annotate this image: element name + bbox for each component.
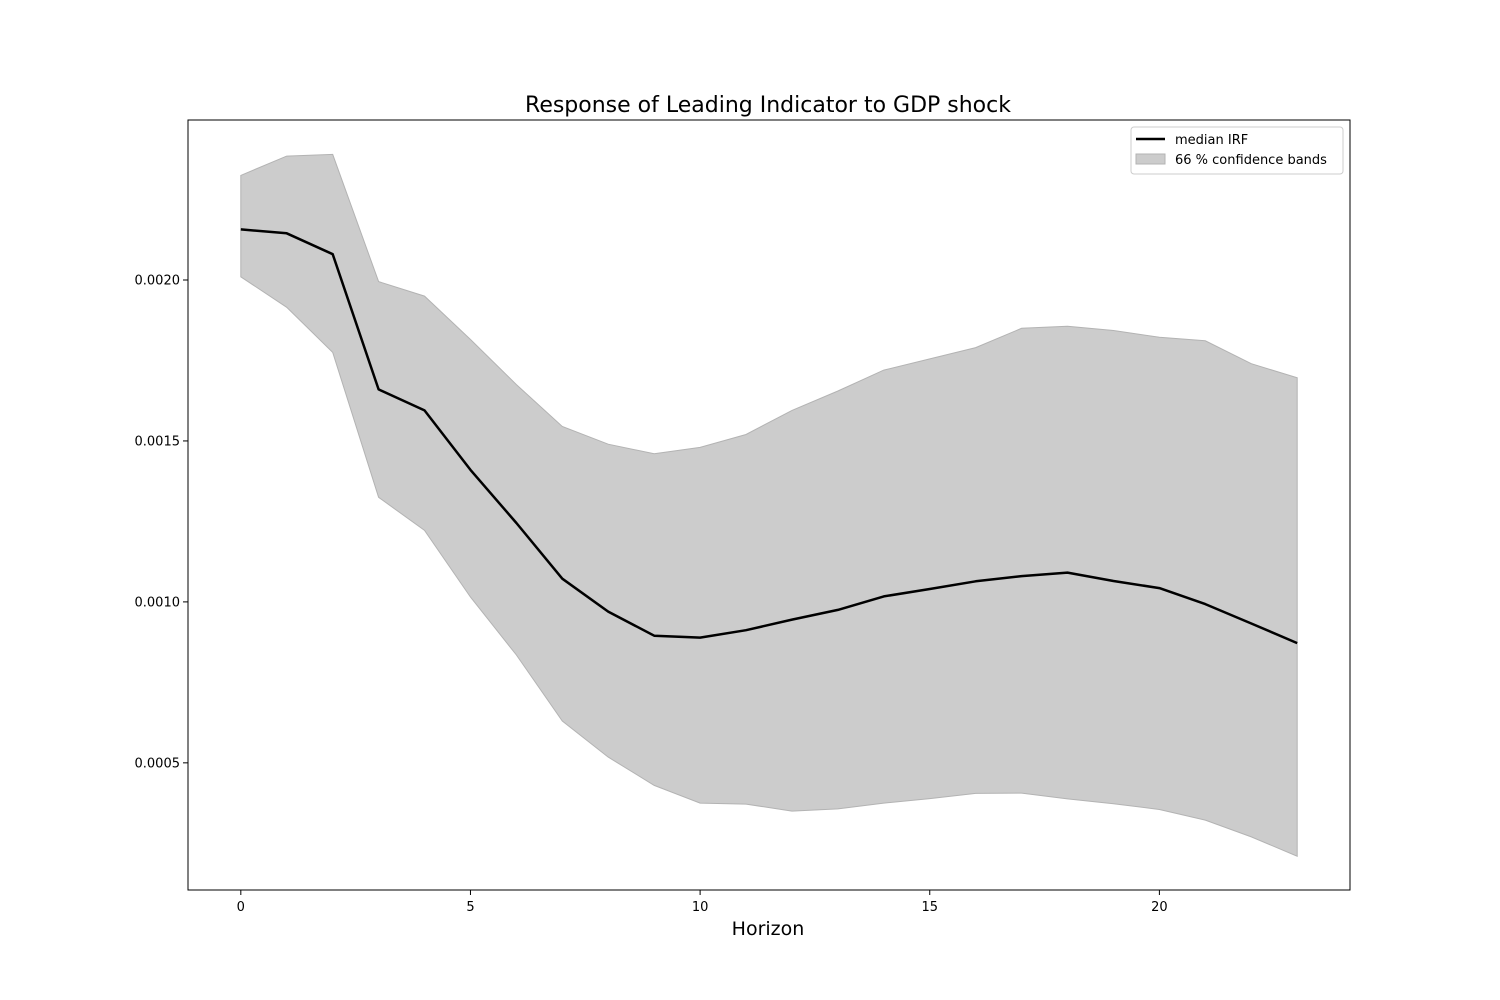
x-tick-label: 20 <box>1151 900 1168 915</box>
plot-area <box>187 119 1351 891</box>
legend-box <box>1130 126 1344 175</box>
axes-frame <box>187 119 1351 891</box>
chart-title: Response of Leading Indicator to GDP sho… <box>525 93 1011 118</box>
legend: median IRF 66 % confidence bands <box>1130 126 1344 175</box>
legend-label-median: median IRF <box>1175 133 1248 148</box>
legend-swatch-band <box>1135 153 1166 165</box>
median-irf-line <box>240 228 1298 645</box>
confidence-band <box>240 153 1298 857</box>
x-tick-label: 15 <box>921 900 938 915</box>
y-tick-label: 0.0015 <box>135 434 181 449</box>
y-tick-label: 0.0010 <box>135 595 181 610</box>
x-tick-label: 10 <box>692 900 709 915</box>
y-axis: 0.0005 0.0010 0.0015 0.0020 <box>135 273 188 771</box>
x-axis: 0 5 10 15 20 <box>237 890 1168 915</box>
x-axis-label: Horizon <box>732 918 805 940</box>
legend-label-band: 66 % confidence bands <box>1175 153 1327 168</box>
x-tick-label: 0 <box>237 900 245 915</box>
y-tick-label: 0.0005 <box>135 756 181 771</box>
x-tick-label: 5 <box>466 900 474 915</box>
y-tick-label: 0.0020 <box>135 273 181 288</box>
